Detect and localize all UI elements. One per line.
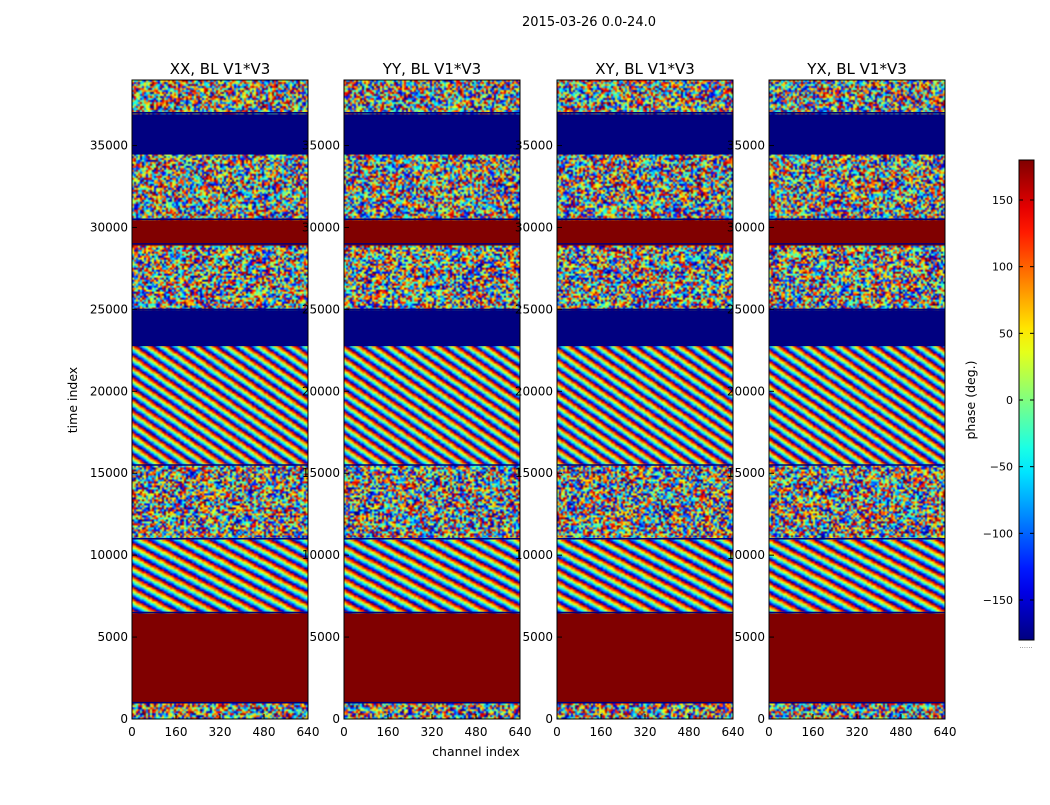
y-axis-label: time index (65, 367, 80, 433)
colorbar-tick-label: −50 (990, 461, 1013, 474)
y-tick-label: 10000 (727, 548, 765, 562)
colorbar-tick-label: 0 (1006, 394, 1013, 407)
panel-title: YX, BL V1*V3 (806, 60, 907, 78)
y-tick-label: 0 (757, 712, 765, 726)
y-tick-label: 25000 (727, 302, 765, 316)
y-tick-label: 5000 (522, 630, 553, 644)
x-tick-label: 640 (722, 725, 745, 739)
y-tick-label: 35000 (727, 139, 765, 153)
heatmap-image (769, 80, 945, 719)
colorbar-tick-label: −150 (983, 594, 1013, 607)
x-tick-label: 0 (553, 725, 561, 739)
y-tick-label: 15000 (90, 466, 128, 480)
y-tick-label: 35000 (302, 139, 340, 153)
x-axis-label: channel index (432, 744, 520, 759)
y-tick-label: 25000 (515, 302, 553, 316)
y-tick-label: 0 (545, 712, 553, 726)
y-tick-label: 30000 (727, 220, 765, 234)
colorbar-tick-label: 150 (992, 194, 1013, 207)
colorbar-footer: ...... (1019, 642, 1032, 650)
y-tick-label: 10000 (90, 548, 128, 562)
y-tick-label: 0 (120, 712, 128, 726)
colorbar-tick-label: 100 (992, 261, 1013, 274)
x-tick-label: 160 (590, 725, 613, 739)
y-tick-label: 15000 (515, 466, 553, 480)
heatmap-image (132, 80, 308, 719)
x-tick-label: 480 (678, 725, 701, 739)
y-tick-label: 15000 (302, 466, 340, 480)
x-tick-label: 640 (297, 725, 320, 739)
colorbar: −150 −100 −50 0 50 100 150 (983, 159, 1035, 641)
y-tick-label: 5000 (309, 630, 340, 644)
x-tick-label: 0 (765, 725, 773, 739)
x-tick-label: 320 (421, 725, 444, 739)
x-tick-label: 160 (377, 725, 400, 739)
x-tick-label: 640 (509, 725, 532, 739)
colorbar-tick-label: 50 (999, 327, 1013, 340)
y-tick-label: 25000 (90, 302, 128, 316)
x-tick-label: 480 (253, 725, 276, 739)
y-tick-label: 20000 (90, 384, 128, 398)
heatmap-panel: XX, BL V1*V3 0 160 320 480 640 0 5000 10000 15000… (90, 60, 320, 739)
y-tick-label: 25000 (302, 302, 340, 316)
panel-title: YY, BL V1*V3 (382, 60, 481, 78)
x-tick-label: 480 (890, 725, 913, 739)
panel-title: XY, BL V1*V3 (595, 60, 695, 78)
y-tick-label: 10000 (302, 548, 340, 562)
y-tick-label: 20000 (727, 384, 765, 398)
y-tick-label: 35000 (515, 139, 553, 153)
heatmap-image (557, 80, 733, 719)
x-tick-label: 320 (209, 725, 232, 739)
y-tick-label: 10000 (515, 548, 553, 562)
y-tick-label: 35000 (90, 139, 128, 153)
x-tick-label: 640 (934, 725, 957, 739)
x-tick-label: 320 (846, 725, 869, 739)
x-tick-label: 320 (634, 725, 657, 739)
y-tick-label: 5000 (734, 630, 765, 644)
panel-title: XX, BL V1*V3 (170, 60, 271, 78)
heatmap-panel: XY, BL V1*V3 0 160 320 480 640 0 5000 10000 15000… (515, 60, 745, 739)
figure-suptitle: 2015-03-26 0.0-24.0 (522, 15, 656, 30)
y-tick-label: 15000 (727, 466, 765, 480)
y-tick-label: 30000 (90, 220, 128, 234)
panels-group: XX, BL V1*V3 0 160 320 480 640 0 5000 10000 15000… (90, 60, 957, 739)
x-tick-label: 160 (165, 725, 188, 739)
y-tick-label: 20000 (515, 384, 553, 398)
y-tick-label: 5000 (97, 630, 128, 644)
y-tick-label: 30000 (515, 220, 553, 234)
x-tick-label: 160 (802, 725, 825, 739)
x-tick-label: 480 (465, 725, 488, 739)
y-tick-label: 30000 (302, 220, 340, 234)
heatmap-panel: YY, BL V1*V3 0 160 320 480 640 0 5000 10000 15000… (302, 60, 532, 739)
x-tick-label: 0 (128, 725, 136, 739)
colorbar-tick-label: −100 (983, 527, 1013, 540)
heatmap-image (344, 80, 520, 719)
heatmap-panel: YX, BL V1*V3 0 160 320 480 640 0 5000 10000 15000… (727, 60, 957, 739)
colorbar-label: phase (deg.) (963, 361, 978, 440)
y-tick-label: 0 (332, 712, 340, 726)
x-tick-label: 0 (340, 725, 348, 739)
y-tick-label: 20000 (302, 384, 340, 398)
